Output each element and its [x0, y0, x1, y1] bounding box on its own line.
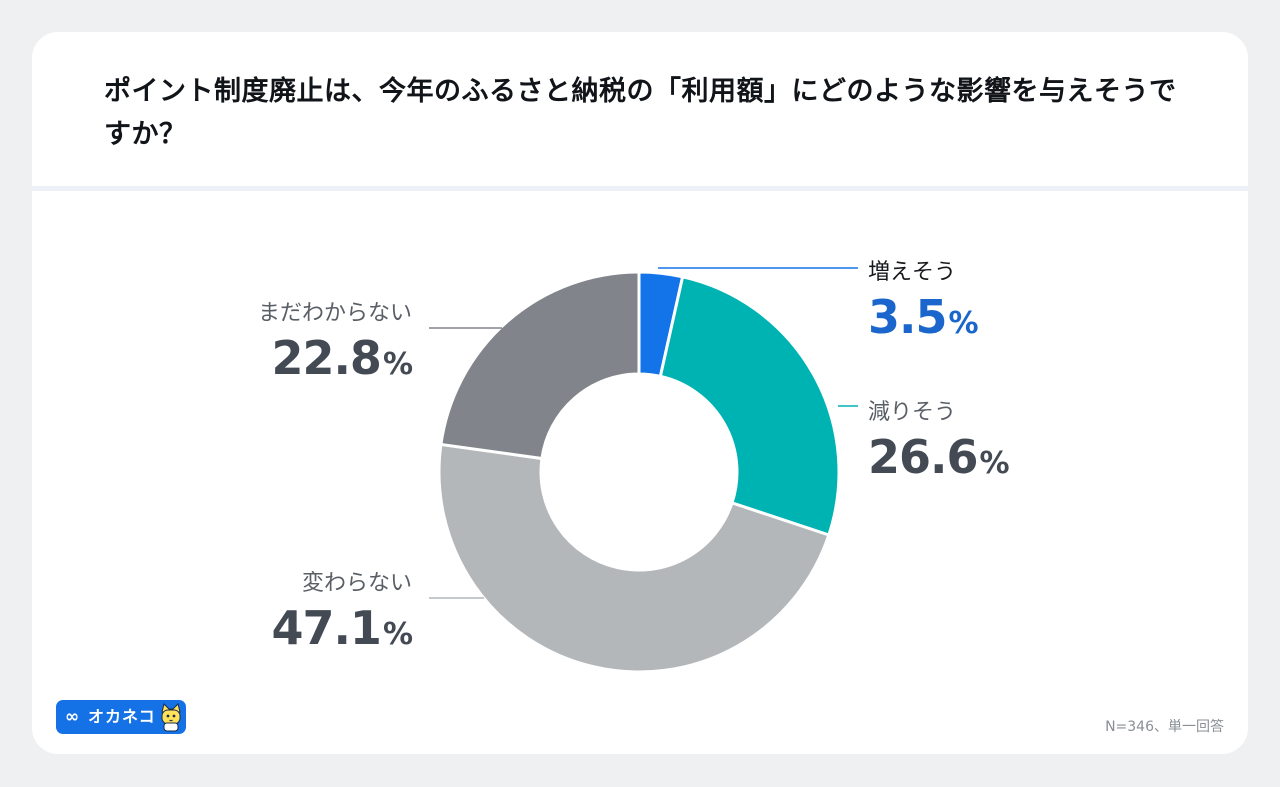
- logo-text: オカネコ: [88, 707, 156, 726]
- value-unknown: 22.8%: [271, 331, 413, 385]
- value-decrease: 26.6%: [868, 430, 1010, 484]
- value-unchanged-number: 47.1: [271, 601, 381, 655]
- okaneko-logo: ∞ オカネコ: [56, 700, 186, 734]
- value-decrease-number: 26.6: [868, 430, 978, 484]
- value-increase: 3.5%: [868, 290, 979, 344]
- infinity-icon: ∞: [65, 707, 80, 727]
- label-increase: 増えそう: [868, 260, 957, 285]
- chart-title: ポイント制度廃止は、今年のふるさと納税の「利用額」にどのような影響を与えそうです…: [104, 76, 1177, 150]
- value-unknown-unit: %: [382, 347, 413, 382]
- label-unknown: まだわからない: [257, 301, 412, 326]
- value-increase-unit: %: [948, 306, 979, 341]
- value-unknown-number: 22.8: [271, 331, 381, 385]
- label-decrease: 減りそう: [868, 400, 957, 425]
- title-divider: [32, 186, 1248, 191]
- value-increase-number: 3.5: [868, 290, 947, 344]
- chart-card: ポイント制度廃止は、今年のふるさと納税の「利用額」にどのような影響を与えそうです…: [32, 32, 1248, 754]
- value-unchanged: 47.1%: [271, 601, 413, 655]
- value-unchanged-unit: %: [382, 617, 413, 652]
- value-decrease-unit: %: [979, 446, 1010, 481]
- donut-chart: [429, 267, 858, 674]
- leader-lines: [429, 267, 858, 599]
- slice-decrease: [658, 275, 841, 537]
- slice-unchanged: [437, 442, 831, 674]
- cat-mascot-icon: [161, 703, 181, 732]
- slice-unknown: [439, 270, 641, 460]
- donut-slices: [437, 270, 841, 674]
- sample-note: N=346、単一回答: [1105, 719, 1224, 735]
- label-unchanged: 変わらない: [301, 571, 412, 596]
